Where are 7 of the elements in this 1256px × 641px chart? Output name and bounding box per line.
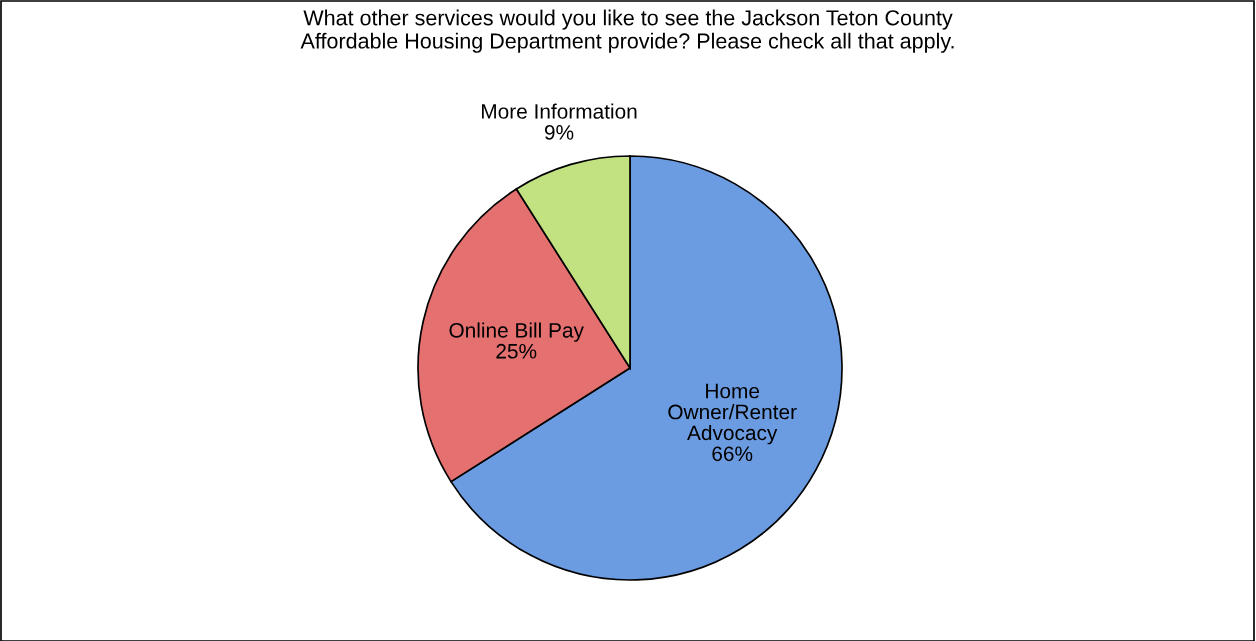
slice-label: More Information — [482, 103, 637, 119]
slice-label: Home Owner/Renter Advocacy — [668, 383, 797, 445]
slice-label: Online Bill Pay — [449, 322, 584, 342]
chart-title: What other services would you like to see the Jackson Teton County Affordable Housing Department provide? Please check all that apply. — [300, 9, 954, 53]
data-label: 66% — [712, 446, 753, 462]
data-label: 25% — [496, 343, 537, 359]
data-label: 9% — [544, 125, 574, 140]
